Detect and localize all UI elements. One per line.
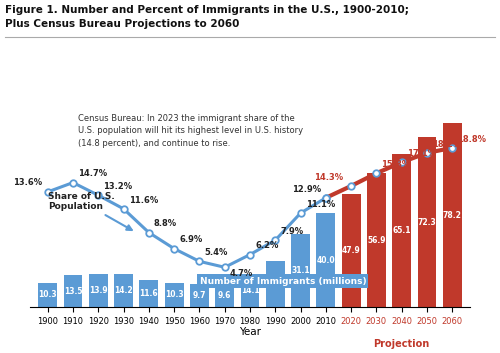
- Text: Figure 1. Number and Percent of Immigrants in the U.S., 1900-2010;: Figure 1. Number and Percent of Immigran…: [5, 5, 409, 15]
- Bar: [114, 274, 133, 307]
- Text: 9.6: 9.6: [218, 291, 232, 300]
- Text: 12.9%: 12.9%: [292, 185, 321, 193]
- Text: 17.1%: 17.1%: [407, 149, 436, 158]
- Text: Projection: Projection: [374, 339, 430, 349]
- Bar: [418, 137, 436, 307]
- Text: Number of Immigrants (millions): Number of Immigrants (millions): [200, 277, 366, 286]
- Point: [94, 192, 102, 198]
- Point: [196, 258, 203, 264]
- Point: [272, 237, 280, 243]
- Bar: [316, 213, 336, 307]
- Text: 19.8: 19.8: [266, 279, 284, 288]
- Text: 5.4%: 5.4%: [204, 248, 228, 257]
- Bar: [164, 283, 184, 307]
- Text: 18.2%: 18.2%: [432, 140, 461, 149]
- Text: Share of U.S.
Population: Share of U.S. Population: [48, 192, 132, 230]
- Bar: [443, 123, 462, 307]
- Text: 65.1: 65.1: [392, 226, 411, 235]
- Point: [44, 189, 52, 195]
- Point: [296, 210, 304, 216]
- Text: 6.2%: 6.2%: [255, 241, 278, 250]
- Text: 18.8%: 18.8%: [458, 134, 486, 144]
- Point: [398, 160, 406, 165]
- Bar: [140, 280, 158, 307]
- Text: Census Bureau: In 2023 the immigrant share of the
U.S. population will hit its h: Census Bureau: In 2023 the immigrant sha…: [78, 114, 303, 148]
- Bar: [367, 173, 386, 307]
- Text: 13.5: 13.5: [64, 287, 82, 296]
- Point: [246, 252, 254, 257]
- Text: 40.0: 40.0: [316, 256, 335, 264]
- Text: 14.1: 14.1: [240, 286, 260, 295]
- Point: [120, 206, 128, 212]
- Point: [170, 246, 178, 251]
- Point: [69, 180, 77, 185]
- Bar: [342, 195, 360, 307]
- Bar: [240, 274, 260, 307]
- Point: [347, 183, 355, 189]
- Bar: [266, 261, 285, 307]
- Point: [145, 230, 153, 235]
- Text: 14.2: 14.2: [114, 286, 133, 295]
- Bar: [38, 283, 57, 307]
- Bar: [291, 234, 310, 307]
- X-axis label: Year: Year: [239, 327, 261, 337]
- Point: [423, 150, 431, 156]
- Text: 10.3: 10.3: [165, 291, 184, 299]
- Point: [372, 170, 380, 176]
- Text: 56.9: 56.9: [367, 236, 386, 245]
- Text: 7.9%: 7.9%: [280, 227, 303, 236]
- Bar: [64, 275, 82, 307]
- Text: 11.6: 11.6: [140, 289, 158, 298]
- Text: 14.3%: 14.3%: [314, 173, 344, 182]
- Text: 13.2%: 13.2%: [104, 182, 132, 191]
- Point: [322, 195, 330, 201]
- Point: [322, 195, 330, 201]
- Bar: [190, 284, 209, 307]
- Text: 10.3: 10.3: [38, 291, 57, 299]
- Text: 47.9: 47.9: [342, 246, 360, 255]
- Text: 9.7: 9.7: [192, 291, 206, 300]
- Bar: [89, 274, 108, 307]
- Text: 4.7%: 4.7%: [230, 269, 253, 278]
- Text: 11.6%: 11.6%: [128, 196, 158, 205]
- Text: 13.9: 13.9: [89, 286, 108, 295]
- Text: 15.8%: 15.8%: [382, 160, 410, 169]
- Text: Plus Census Bureau Projections to 2060: Plus Census Bureau Projections to 2060: [5, 19, 240, 29]
- Text: 8.8%: 8.8%: [154, 219, 177, 228]
- Point: [220, 264, 228, 270]
- Text: 14.7%: 14.7%: [78, 169, 107, 178]
- Text: 72.3: 72.3: [418, 217, 436, 227]
- Point: [448, 145, 456, 151]
- Bar: [392, 154, 411, 307]
- Text: 31.1: 31.1: [292, 266, 310, 275]
- Text: 13.6%: 13.6%: [14, 178, 42, 187]
- Bar: [215, 285, 234, 307]
- Text: 11.1%: 11.1%: [306, 200, 335, 209]
- Text: 78.2: 78.2: [443, 211, 462, 220]
- Text: 6.9%: 6.9%: [179, 235, 203, 244]
